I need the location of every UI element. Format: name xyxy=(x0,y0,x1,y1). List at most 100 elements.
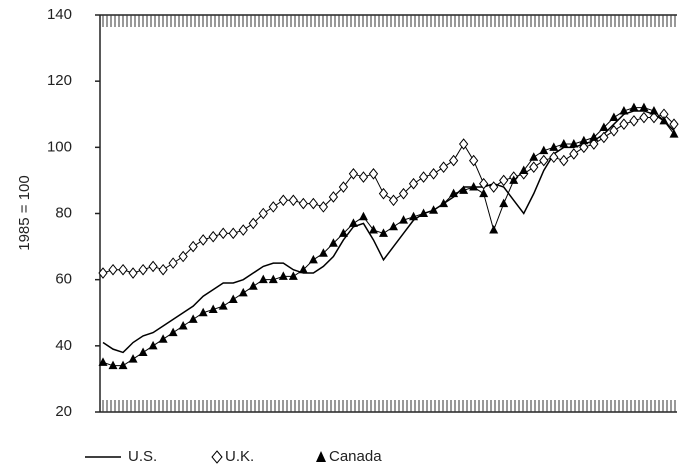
triangle-marker xyxy=(328,238,338,247)
triangle-marker xyxy=(669,129,679,138)
series-line xyxy=(102,107,675,367)
diamond-marker xyxy=(649,111,659,124)
triangle-marker xyxy=(389,221,399,231)
triangle-marker xyxy=(188,314,198,323)
triangle-marker xyxy=(368,225,378,234)
triangle-marker xyxy=(378,228,388,237)
diamond-marker xyxy=(158,263,168,276)
diamond-marker xyxy=(448,154,459,167)
diamond-marker xyxy=(328,191,339,203)
triangle-marker xyxy=(198,307,208,317)
y-tick-label: 140 xyxy=(47,6,72,23)
triangle-marker xyxy=(98,357,108,366)
triangle-marker xyxy=(128,354,138,363)
triangle-marker xyxy=(218,301,228,310)
diamond-marker xyxy=(278,194,288,207)
diamond-marker xyxy=(408,177,419,190)
triangle-marker xyxy=(298,264,308,274)
diamond-marker xyxy=(118,263,128,276)
triangle-marker xyxy=(308,254,318,264)
diamond-marker xyxy=(318,201,329,213)
diamond-marker xyxy=(549,151,559,164)
triangle-marker xyxy=(619,105,629,115)
diamond-marker xyxy=(308,197,319,210)
triangle-marker xyxy=(479,188,489,198)
triangle-marker xyxy=(539,145,549,155)
triangle-marker xyxy=(268,274,278,284)
y-tick-label: 100 xyxy=(47,138,72,155)
diamond-marker xyxy=(398,187,409,200)
diamond-marker xyxy=(348,167,359,180)
diamond-marker xyxy=(378,187,389,200)
triangle-marker xyxy=(118,360,128,370)
legend-label: U.S. xyxy=(128,448,157,465)
diamond-marker xyxy=(559,154,569,167)
triangle-marker xyxy=(158,334,168,343)
diamond-marker xyxy=(238,224,248,236)
triangle-marker xyxy=(358,211,368,221)
triangle-marker xyxy=(208,304,218,313)
diamond-marker xyxy=(469,154,479,167)
triangle-marker xyxy=(108,360,118,370)
y-axis-label: 1985 = 100 xyxy=(16,175,33,251)
triangle-marker xyxy=(439,198,449,208)
diamond-marker xyxy=(489,181,499,193)
triangle-marker xyxy=(429,205,439,214)
triangle-marker xyxy=(419,208,429,217)
triangle-marker xyxy=(459,185,469,194)
legend-triangle xyxy=(316,451,326,462)
triangle-marker xyxy=(409,211,419,221)
diamond-marker xyxy=(148,260,158,273)
triangle-marker xyxy=(489,225,499,234)
diamond-marker xyxy=(98,267,108,279)
triangle-marker xyxy=(579,135,589,145)
diamond-marker xyxy=(609,124,619,137)
y-tick-label: 120 xyxy=(47,72,72,89)
diamond-marker xyxy=(619,118,629,130)
series-line xyxy=(102,110,675,354)
diamond-marker xyxy=(138,263,148,276)
diamond-marker xyxy=(268,201,278,213)
diamond-marker xyxy=(629,115,639,127)
diamond-marker xyxy=(218,227,228,240)
triangle-marker xyxy=(639,102,649,112)
diamond-marker xyxy=(418,171,429,183)
diamond-marker xyxy=(228,227,238,240)
triangle-marker xyxy=(629,102,639,112)
triangle-marker xyxy=(599,122,609,131)
diamond-marker xyxy=(438,161,449,173)
triangle-marker xyxy=(469,182,479,191)
diamond-marker xyxy=(529,161,539,173)
diamond-marker xyxy=(108,263,118,276)
diamond-marker xyxy=(298,197,308,210)
triangle-marker xyxy=(148,340,158,350)
series-line xyxy=(102,113,675,274)
diamond-marker xyxy=(589,138,599,150)
diamond-marker xyxy=(458,138,469,150)
triangle-marker xyxy=(338,228,348,237)
triangle-marker xyxy=(449,188,459,198)
triangle-marker xyxy=(348,218,358,227)
triangle-marker xyxy=(519,165,529,174)
triangle-marker xyxy=(248,281,258,290)
diamond-marker xyxy=(358,171,369,183)
triangle-marker xyxy=(499,198,509,208)
diamond-marker xyxy=(639,111,649,124)
triangle-marker xyxy=(278,271,288,280)
triangle-marker xyxy=(609,112,619,122)
triangle-marker xyxy=(569,139,579,148)
triangle-marker xyxy=(649,105,659,115)
y-tick-label: 20 xyxy=(55,403,72,420)
diamond-marker xyxy=(338,181,349,193)
y-tick-label: 40 xyxy=(55,337,72,354)
legend-label: U.K. xyxy=(225,448,254,465)
triangle-marker xyxy=(168,327,178,337)
triangle-marker xyxy=(138,347,148,356)
triangle-marker xyxy=(238,287,248,297)
diamond-marker xyxy=(178,250,188,263)
triangle-marker xyxy=(659,115,669,125)
diamond-marker xyxy=(499,174,509,187)
diamond-marker xyxy=(288,194,298,207)
legend-diamond xyxy=(211,450,223,464)
